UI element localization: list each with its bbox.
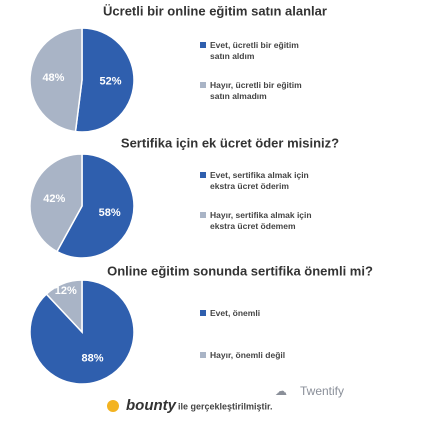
value-label: 58%: [99, 207, 121, 219]
value-label: 88%: [82, 352, 104, 364]
legend-label: Hayır, sertifika almak için ekstra ücret…: [210, 210, 312, 231]
pie-slice: [55, 153, 135, 259]
legend-entry: Hayır, sertifika almak için ekstra ücret…: [200, 210, 315, 232]
chart-title: Online eğitim sonunda sertifika önemli m…: [107, 263, 373, 278]
brand: Twentify: [300, 384, 344, 398]
legend-entry: Hayır, ücretli bir eğitim satın almadım: [200, 80, 315, 102]
legend-entry: Hayır, önemli değil: [200, 350, 315, 361]
partner: bounty: [126, 397, 177, 414]
pie-slice: [29, 153, 83, 253]
legend-swatch: [200, 42, 206, 48]
legend-entry: Evet, önemli: [200, 308, 315, 319]
footer-note: ile gerçekleştirilmiştir.: [178, 401, 273, 411]
legend-label: Evet, sertifika almak için ekstra ücret …: [210, 170, 309, 191]
value-label: 12%: [55, 285, 77, 297]
legend-entry: Evet, sertifika almak için ekstra ücret …: [200, 170, 315, 192]
legend-label: Hayır, ücretli bir eğitim satın almadım: [210, 80, 302, 101]
legend-entry: Evet, ücretli bir eğitim satın aldım: [200, 40, 315, 62]
chart-title: Ücretli bir online eğitim satın alanlar: [103, 3, 327, 18]
legend-swatch: [200, 310, 206, 316]
pie-slice: [45, 279, 83, 334]
chart-title: Sertifika için ek ücret öder misiniz?: [121, 135, 339, 150]
legend-label: Hayır, önemli değil: [210, 350, 286, 360]
legend-label: Evet, ücretli bir eğitim satın aldım: [210, 40, 299, 61]
pie-slice: [29, 27, 83, 133]
legend-swatch: [200, 82, 206, 88]
pie-slice: [74, 27, 135, 133]
legend-label: Evet, önemli: [210, 308, 261, 318]
brand-icon: ☁: [275, 384, 287, 398]
legend-swatch: [200, 172, 206, 178]
legend-swatch: [200, 212, 206, 218]
value-label: 42%: [43, 193, 65, 205]
partner-icon: [107, 400, 119, 412]
value-label: 52%: [100, 76, 122, 88]
value-label: 48%: [42, 72, 64, 84]
legend-swatch: [200, 352, 206, 358]
